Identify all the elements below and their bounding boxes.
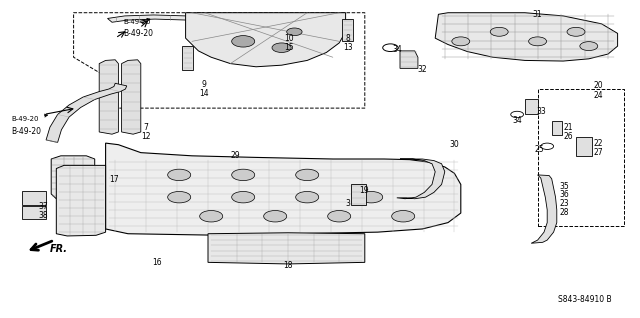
Circle shape [232,169,255,181]
Circle shape [296,169,319,181]
Text: 30: 30 [449,140,460,149]
Circle shape [296,191,319,203]
Text: 37: 37 [38,202,49,211]
Text: 23: 23 [559,199,570,208]
Text: 34: 34 [392,45,402,54]
Text: 22: 22 [594,139,603,148]
Text: 14: 14 [198,89,209,98]
Polygon shape [46,83,127,142]
Polygon shape [435,13,618,61]
Text: B-49-20: B-49-20 [12,128,42,136]
Polygon shape [22,206,46,219]
Text: S843-84910 B: S843-84910 B [557,295,611,304]
Polygon shape [400,51,418,68]
Circle shape [232,36,255,47]
Circle shape [529,37,547,46]
Text: 15: 15 [284,43,294,52]
Circle shape [168,169,191,181]
Polygon shape [99,60,118,134]
Text: B-49-20: B-49-20 [124,29,154,38]
Polygon shape [576,137,592,156]
Circle shape [511,111,524,118]
Text: 17: 17 [109,175,119,184]
Circle shape [360,191,383,203]
Polygon shape [22,191,46,205]
Text: 32: 32 [417,66,428,74]
Text: 33: 33 [536,107,546,116]
Text: 35: 35 [559,182,570,190]
Polygon shape [342,19,353,41]
Circle shape [452,37,470,46]
Text: 10: 10 [284,34,294,43]
Text: 8: 8 [345,34,350,43]
Text: 9: 9 [201,80,206,89]
Text: 38: 38 [38,211,49,220]
Polygon shape [531,175,557,243]
Circle shape [232,191,255,203]
Polygon shape [182,46,193,70]
Text: 12: 12 [141,132,150,141]
Circle shape [567,27,585,36]
Text: 26: 26 [563,132,573,141]
Circle shape [580,42,598,51]
Polygon shape [525,99,538,114]
Polygon shape [351,184,366,205]
Text: 24: 24 [593,91,604,100]
Text: 20: 20 [593,81,604,90]
Polygon shape [122,60,141,134]
Text: 19: 19 [358,186,369,195]
Circle shape [541,143,554,149]
Circle shape [168,191,191,203]
Circle shape [383,44,398,52]
Text: 36: 36 [559,190,570,199]
Text: 13: 13 [342,43,353,52]
Polygon shape [208,233,365,264]
Text: 3: 3 [345,199,350,208]
Polygon shape [56,165,106,236]
Circle shape [287,28,302,36]
Polygon shape [108,15,278,35]
Text: 7: 7 [143,123,148,132]
Polygon shape [552,121,562,135]
Text: 34: 34 [512,116,522,125]
Text: 31: 31 [532,10,543,19]
Polygon shape [51,156,95,199]
Text: B-49-20: B-49-20 [12,114,47,122]
Text: 28: 28 [560,208,569,217]
Text: FR.: FR. [50,244,68,254]
Text: 21: 21 [564,123,573,132]
Polygon shape [186,13,346,67]
Text: 25: 25 [534,145,544,154]
Polygon shape [397,159,445,199]
Text: 18: 18 [284,261,292,270]
Text: 29: 29 [230,151,241,160]
Circle shape [490,27,508,36]
Text: 27: 27 [593,148,604,157]
Circle shape [200,211,223,222]
Circle shape [392,211,415,222]
Text: 16: 16 [152,258,162,267]
Circle shape [272,43,291,52]
Circle shape [264,211,287,222]
Polygon shape [106,143,461,235]
Text: B-49-20: B-49-20 [124,18,151,25]
Circle shape [328,211,351,222]
